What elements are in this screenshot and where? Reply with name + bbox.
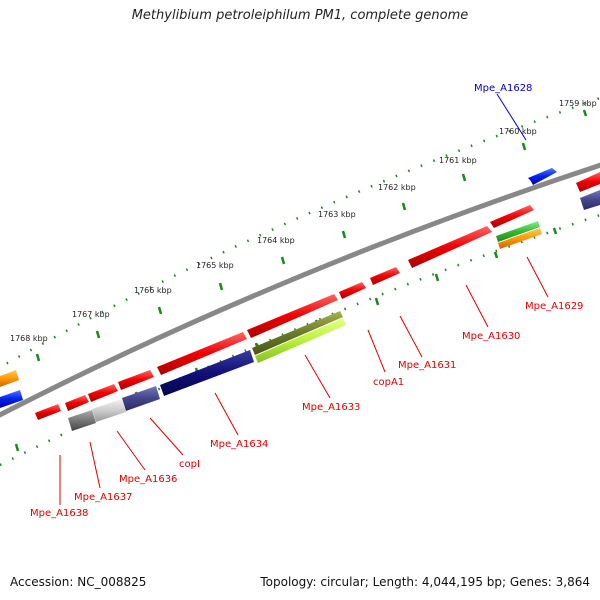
gene-forward [370,267,400,285]
gene-label-mpe-a1633: Mpe_A1633 [302,402,360,413]
gene-forward [157,332,247,375]
gene-reverse [498,228,542,249]
gene-label-mpe-a1637: Mpe_A1637 [74,492,132,503]
gene-forward [576,172,600,192]
gene-forward [490,205,534,228]
accession-text: Accession: NC_008825 [10,575,147,589]
gene-label-mpe-a1628: Mpe_A1628 [474,83,532,94]
gene-label-mpe-a1630: Mpe_A1630 [462,331,520,342]
kbp-label-1762: 1762 kbp [378,183,416,192]
gene-label-copi: copI [179,459,200,470]
gene-forward [118,370,154,390]
gene-forward [247,294,338,338]
map-title: Methylibium petroleiphilum PM1, complete… [131,8,469,23]
kbp-label-1763: 1763 kbp [318,210,356,219]
gene-label-mpe-a1638: Mpe_A1638 [30,508,88,519]
kbp-label-1760: 1760 kbp [499,127,537,136]
gene-forward [529,168,557,185]
gene-reverse [122,386,160,411]
genome-backbone [0,162,600,418]
gene-reverse [255,318,346,363]
gene-label-mpe-a1631: Mpe_A1631 [398,360,456,371]
gene-reverse [92,399,126,422]
label-connectors [59,256,549,505]
gene-forward [0,370,19,387]
kbp-label-1767: 1767 kbp [72,310,110,319]
gene-forward [408,226,492,268]
kbp-label-1765: 1765 kbp [196,261,234,270]
gene-label-mpe-a1636: Mpe_A1636 [119,474,177,485]
kbp-label-1766: 1766 kbp [134,286,172,295]
kbp-label-1768: 1768 kbp [10,334,48,343]
gene-reverse [160,350,254,396]
gene-reverse [496,221,540,242]
genome-summary-text: Topology: circular; Length: 4,044,195 bp… [260,575,590,589]
label-connector-blue [496,93,527,141]
outer-major-ticks [35,109,588,362]
gene-forward [35,404,61,420]
gene-forward [65,395,89,411]
gene-label-copa1: copA1 [373,377,404,388]
gene-forward [339,282,366,299]
kbp-label-1764: 1764 kbp [257,236,295,245]
gene-forward [88,384,118,402]
gene-label-mpe-a1634: Mpe_A1634 [210,439,268,450]
kbp-label-1759: 1759 kbp [559,99,597,108]
gene-reverse [252,311,343,355]
gene-reverse [580,190,600,210]
gene-forward [0,390,23,408]
kbp-label-1761: 1761 kbp [439,156,477,165]
gene-reverse [68,410,96,431]
gene-label-mpe-a1629: Mpe_A1629 [525,301,583,312]
